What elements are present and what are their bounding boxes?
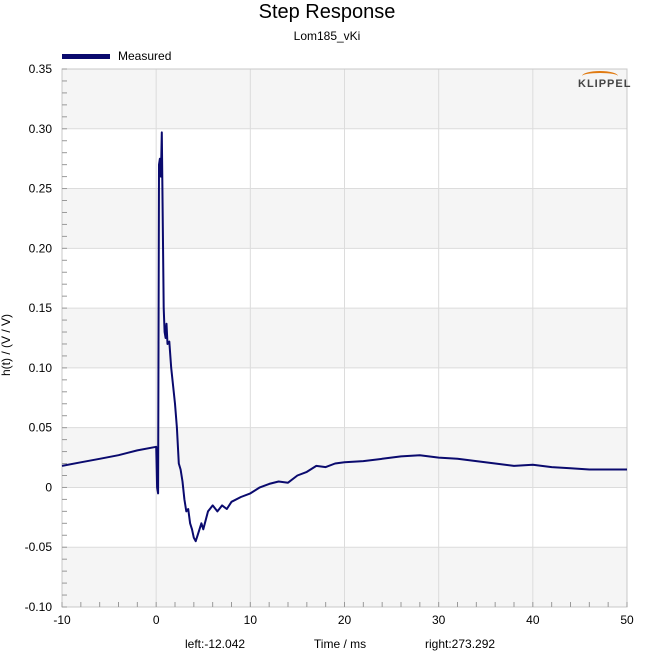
grid <box>61 68 628 608</box>
y-tick-label: 0.35 <box>29 62 53 76</box>
y-tick-label: 0.05 <box>29 421 53 435</box>
y-tick-label: 0.10 <box>29 361 53 375</box>
legend-label: Measured <box>118 49 172 63</box>
y-tick-label: -0.05 <box>25 540 53 554</box>
klippel-logo: KLIPPEL <box>578 78 632 90</box>
left-cursor-annotation: left:-12.042 <box>185 637 246 651</box>
x-tick-label: 20 <box>338 613 352 627</box>
x-tick-label: -10 <box>53 613 71 627</box>
chart-subtitle: Lom185_vKi <box>293 29 361 43</box>
series-layer <box>61 131 627 543</box>
y-tick-label: 0 <box>45 480 52 494</box>
x-tick-label: 0 <box>153 613 160 627</box>
y-tick-label: 0.20 <box>29 241 53 255</box>
x-tick-label: 50 <box>620 613 634 627</box>
minor-ticks <box>61 68 628 608</box>
right-cursor-annotation: right:273.292 <box>425 637 496 651</box>
y-axis-label: h(t) / (V / V) <box>0 314 13 377</box>
logo-arc <box>582 71 618 81</box>
y-tick-label: -0.10 <box>25 600 53 614</box>
y-tick-label: 0.15 <box>29 301 53 315</box>
chart-title: Step Response <box>258 1 396 23</box>
x-tick-label: 40 <box>526 613 540 627</box>
legend-swatch <box>62 53 110 59</box>
tick-labels: -10 0 10 20 30 40 50 0.35 0.30 0.25 0.20 0.15 0.10 0.… <box>25 62 634 627</box>
y-tick-label: 0.25 <box>29 182 53 196</box>
x-tick-label: 10 <box>244 613 258 627</box>
x-axis-label: Time / ms <box>313 637 367 651</box>
legend: Measured <box>62 48 171 64</box>
x-tick-label: 30 <box>432 613 446 627</box>
y-tick-label: 0.30 <box>29 122 53 136</box>
series-line-measured <box>61 131 627 543</box>
